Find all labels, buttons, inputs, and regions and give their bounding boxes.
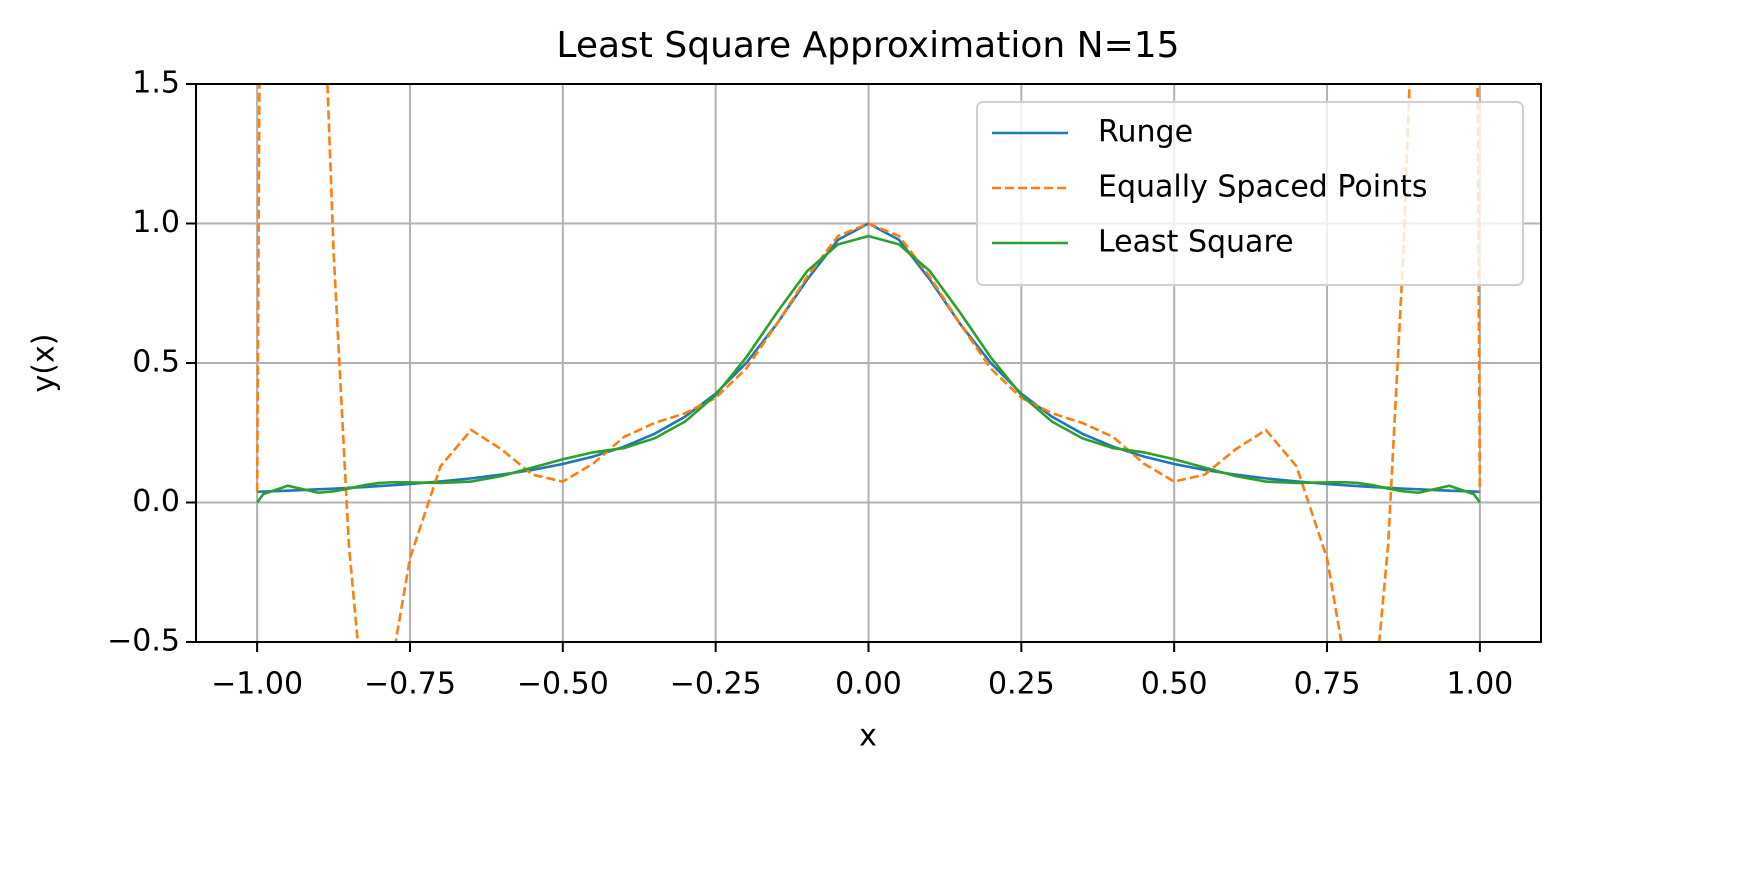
x-tick-label: −0.50 [517,667,609,702]
legend-label: Least Square [1098,225,1294,260]
legend-label: Runge [1098,115,1193,150]
x-tick-label: −0.25 [670,667,762,702]
legend: Runge Equally Spaced Points Least Square [976,101,1524,286]
series-line [255,84,1482,642]
y-tick-label: 0.0 [132,484,180,519]
y-tick-label: −0.5 [107,624,180,659]
legend-box [976,101,1524,286]
y-tick-label: 0.5 [132,345,180,380]
plot-area [255,84,1482,642]
x-axis-label: x [859,719,877,754]
series-line [256,234,1481,504]
x-tick-label: 0.50 [1141,667,1208,702]
x-tick-label: 0.00 [835,667,902,702]
legend-label: Equally Spaced Points [1098,170,1427,205]
y-tick-label: 1.5 [132,66,180,101]
ticks: −1.00 −0.75 −0.50 −0.25 0.00 0.25 0.50 0.75 1.00… [107,66,1513,702]
x-tick-label: −0.75 [364,667,456,702]
y-axis-label: y(x) [27,334,62,393]
x-tick-label: 0.25 [988,667,1055,702]
x-tick-label: −1.00 [211,667,303,702]
chart-title: Least Square Approximation N=15 [556,25,1179,66]
y-tick-label: 1.0 [132,205,180,240]
x-tick-label: 1.00 [1446,667,1513,702]
x-tick-label: 0.75 [1294,667,1361,702]
